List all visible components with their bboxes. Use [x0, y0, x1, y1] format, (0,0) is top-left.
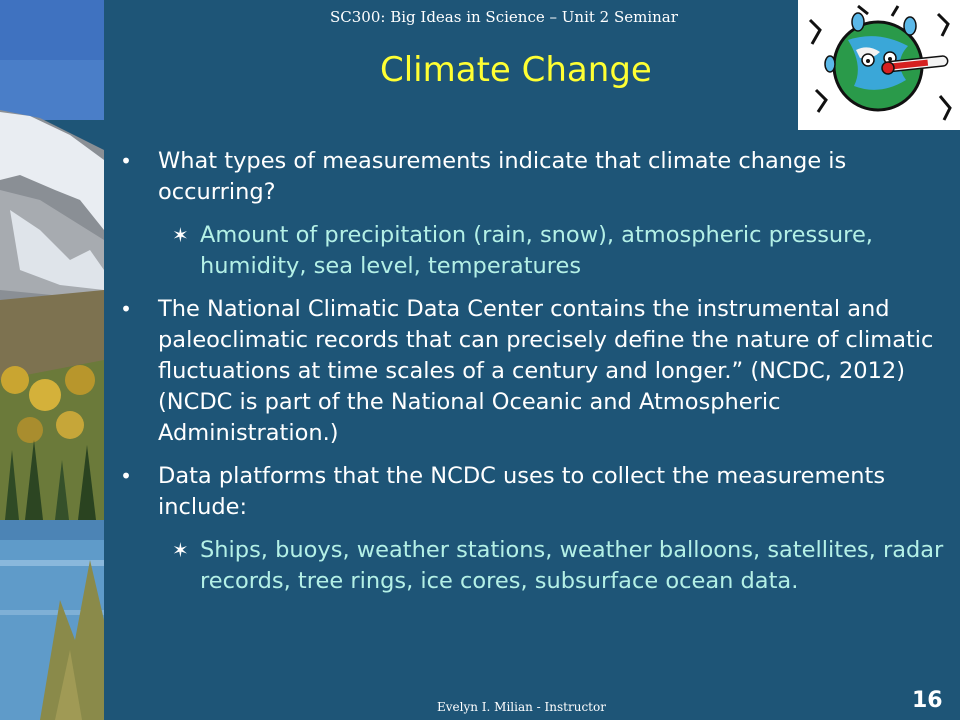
- bullet-text: What types of measurements indicate that…: [158, 148, 847, 205]
- mountain-lake-photo: [0, 0, 104, 720]
- sweating-earth-thermometer-icon: [798, 0, 960, 130]
- star-bullet-icon: ✶: [172, 538, 189, 562]
- bullet-text: Data platforms that the NCDC uses to col…: [158, 463, 886, 520]
- slide-content: • What types of measurements indicate th…: [116, 146, 946, 609]
- bullet-measurements: • What types of measurements indicate th…: [116, 146, 946, 208]
- sub-bullet-platform-list: ✶ Ships, buoys, weather stations, weathe…: [116, 535, 946, 597]
- sub-bullet-text: Amount of precipitation (rain, snow), at…: [200, 222, 873, 279]
- bullet-marker: •: [120, 464, 132, 488]
- slide-title: Climate Change: [380, 50, 652, 90]
- footer-instructor: Evelyn I. Milian - Instructor: [437, 700, 606, 714]
- sub-bullet-measurement-types: ✶ Amount of precipitation (rain, snow), …: [116, 220, 946, 282]
- sub-bullet-text: Ships, buoys, weather stations, weather …: [200, 537, 944, 594]
- bullet-marker: •: [120, 297, 132, 321]
- bullet-text: The National Climatic Data Center contai…: [158, 296, 934, 446]
- bullet-ncdc: • The National Climatic Data Center cont…: [116, 294, 946, 449]
- star-bullet-icon: ✶: [172, 223, 189, 247]
- course-header: SC300: Big Ideas in Science – Unit 2 Sem…: [330, 8, 678, 26]
- bullet-marker: •: [120, 149, 132, 173]
- page-number: 16: [912, 688, 943, 713]
- bullet-data-platforms: • Data platforms that the NCDC uses to c…: [116, 461, 946, 523]
